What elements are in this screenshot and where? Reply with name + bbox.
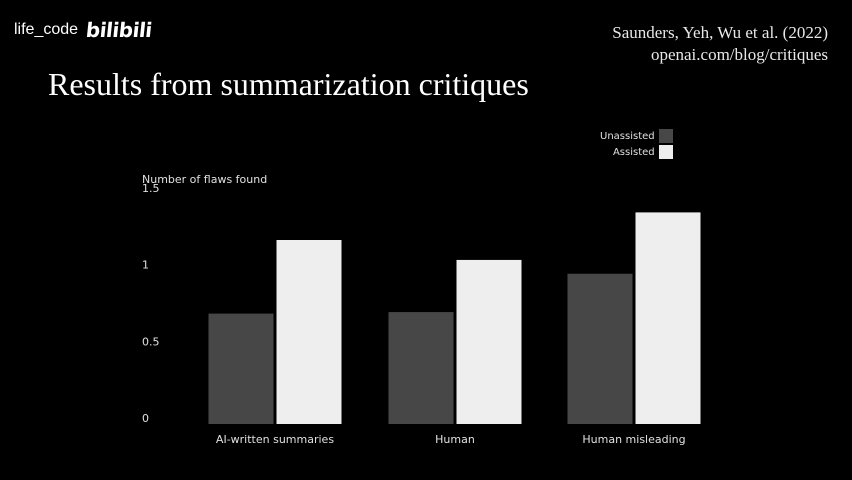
x-tick-label: AI-written summaries (216, 433, 334, 446)
x-tick-label: Human (435, 433, 475, 446)
x-axis-ticks: AI-written summaries Human Human misleadin… (216, 433, 686, 446)
x-tick-label: Human misleading (582, 433, 685, 446)
y-tick-label: 0 (142, 412, 149, 425)
bar-assisted-0 (276, 240, 342, 424)
chart-legend: Unassisted Assisted (600, 128, 673, 160)
watermark-channel: life_code (14, 21, 79, 38)
y-axis-ticks: 0 0.5 1 1.5 (142, 182, 160, 425)
legend-item-assisted: Assisted (600, 144, 673, 160)
bar-unassisted-0 (208, 313, 274, 424)
citation: Saunders, Yeh, Wu et al. (2022) openai.c… (612, 22, 828, 66)
legend-item-unassisted: Unassisted (600, 128, 673, 144)
legend-label-assisted: Assisted (612, 146, 655, 158)
bar-unassisted-2 (567, 273, 633, 424)
y-tick-label: 0.5 (142, 335, 160, 348)
legend-swatch-assisted (658, 145, 673, 159)
bar-unassisted-1 (388, 312, 454, 424)
watermark: life_code bilibili (14, 18, 153, 42)
y-axis-label: Number of flaws found (142, 173, 267, 186)
y-tick-label: 1.5 (142, 182, 160, 195)
citation-link[interactable]: openai.com/blog/critiques (650, 45, 828, 64)
bars (208, 212, 701, 424)
bar-assisted-1 (456, 259, 522, 424)
legend-swatch-unassisted (658, 129, 673, 143)
y-tick-label: 1 (142, 259, 149, 272)
citation-authors: Saunders, Yeh, Wu et al. (2022) (612, 23, 828, 42)
legend-label-unassisted: Unassisted (600, 130, 655, 142)
slide-title: Results from summarization critiques (48, 66, 529, 102)
bar-assisted-2 (635, 212, 701, 424)
